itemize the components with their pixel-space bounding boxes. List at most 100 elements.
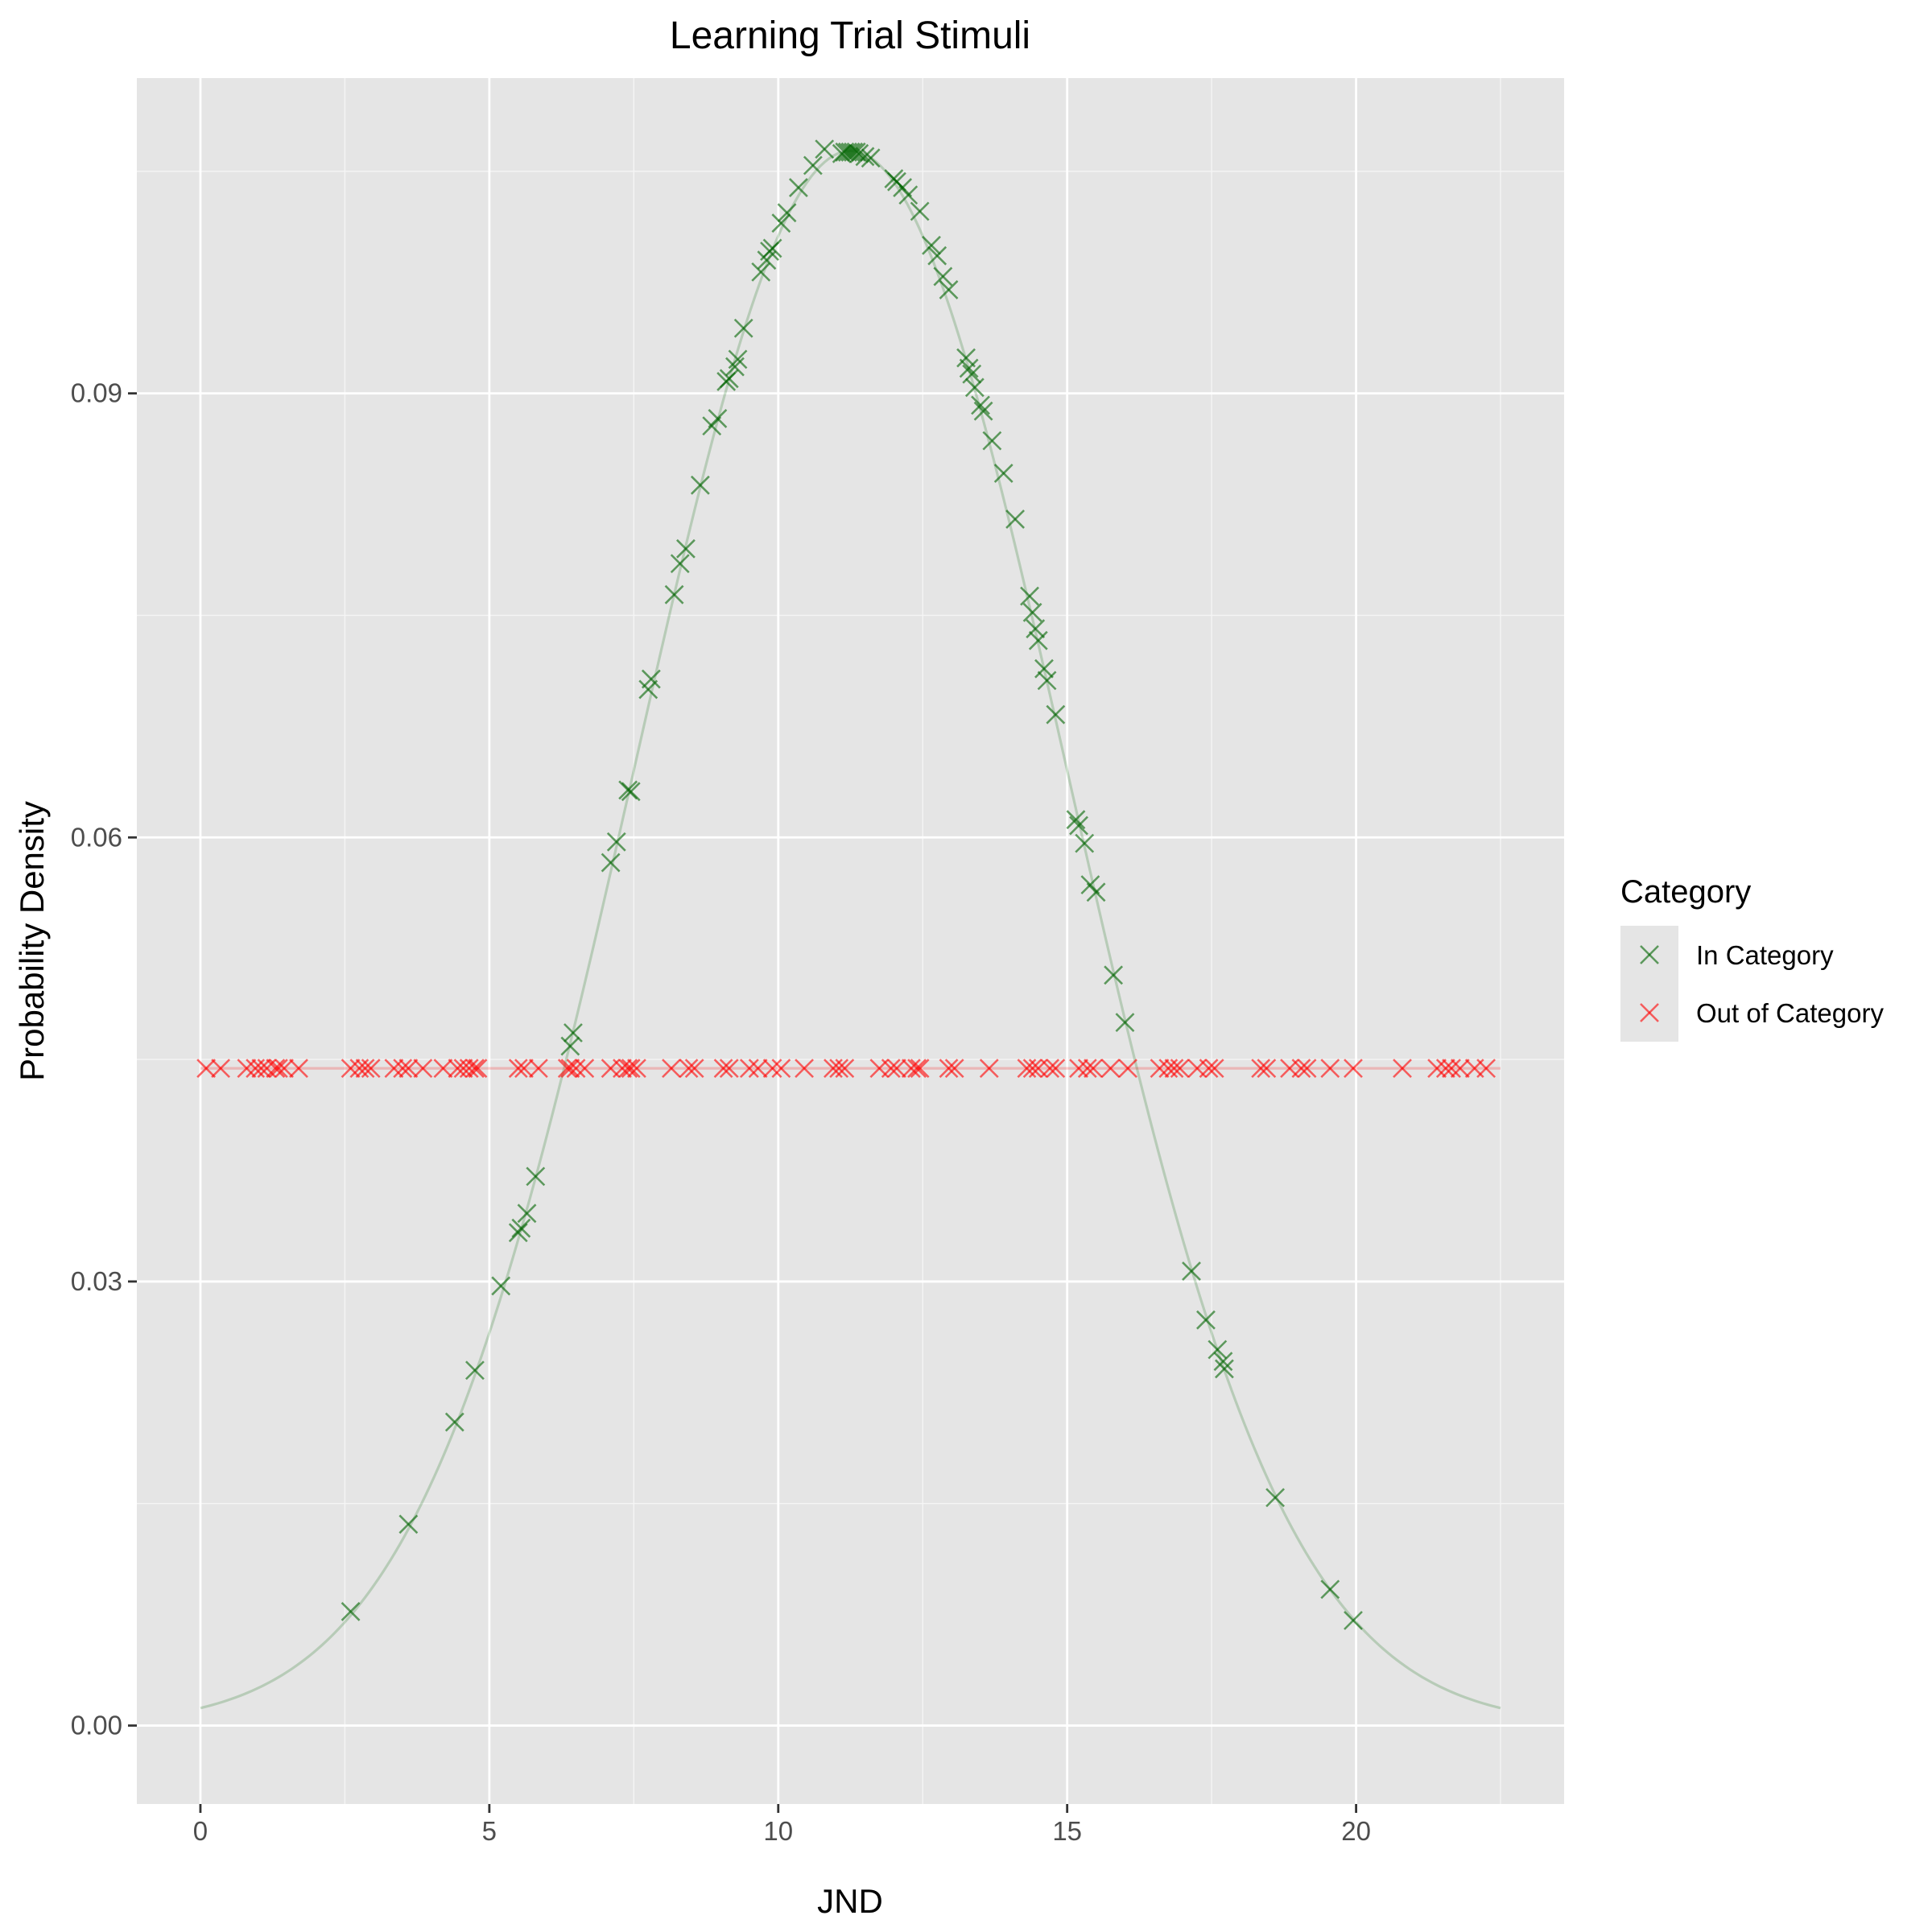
marker-stroke [1069, 815, 1088, 836]
in-category-point [1213, 1352, 1233, 1372]
marker-stroke [341, 1602, 361, 1621]
marker-stroke [1215, 1359, 1234, 1379]
in-category-point [771, 213, 791, 233]
marker-stroke [1196, 1310, 1216, 1330]
in-category-point [676, 539, 696, 559]
out-of-category-point [393, 1059, 413, 1079]
marker-stroke [459, 1059, 479, 1079]
marker-stroke [751, 262, 771, 282]
marker-stroke [251, 1059, 271, 1079]
in-category-point [491, 1276, 511, 1296]
marker-stroke [566, 1059, 586, 1079]
out-of-category-point [621, 1059, 641, 1079]
out-of-category-point [739, 1059, 759, 1079]
marker-stroke [855, 147, 875, 167]
out-of-category-point [557, 1059, 577, 1079]
in-category-point [1037, 671, 1057, 691]
marker-stroke [491, 1276, 511, 1296]
in-category-point [964, 378, 985, 398]
y-axis-title: Probability Density [13, 801, 51, 1081]
marker-stroke [893, 178, 913, 197]
in-category-point [444, 1412, 464, 1432]
out-of-category-point [508, 1059, 528, 1079]
grid [137, 78, 1564, 1804]
marker-stroke [1077, 1059, 1097, 1079]
out-of-category-point [1435, 1059, 1455, 1079]
marker-stroke [1022, 1059, 1042, 1079]
in-category-point [1182, 1261, 1201, 1281]
in-category-point [959, 358, 979, 378]
marker-stroke [560, 1036, 580, 1056]
marker-stroke [1320, 1059, 1340, 1079]
marker-stroke [1084, 1059, 1103, 1079]
out-of-category-point [361, 1059, 381, 1079]
marker-stroke [1291, 1059, 1311, 1079]
out-of-category-point [887, 1059, 906, 1079]
out-of-category-point [1046, 1059, 1066, 1079]
in-category-point [517, 1203, 537, 1224]
out-of-category-point [251, 1059, 271, 1079]
marker-stroke [959, 358, 979, 378]
in-category-point [861, 148, 881, 168]
out-of-category-point [907, 1059, 927, 1079]
marker-stroke [922, 235, 941, 255]
marker-stroke [762, 238, 782, 258]
legend-label-in-category: In Category [1696, 940, 1834, 970]
in-category-point [910, 201, 930, 221]
marker-stroke [1344, 1059, 1363, 1079]
out-of-category-point [719, 1059, 739, 1079]
marker-stroke [690, 475, 710, 495]
marker-stroke [982, 431, 1002, 451]
marker-stroke [837, 142, 857, 162]
in-category-point [840, 142, 861, 162]
marker-stroke [1208, 1340, 1228, 1360]
in-category-point [922, 235, 941, 255]
marker-stroke [398, 1059, 419, 1079]
out-of-category-point [1442, 1059, 1461, 1079]
marker-stroke [1435, 1059, 1455, 1079]
out-of-category-point [613, 1059, 632, 1079]
marker-stroke [384, 1059, 404, 1079]
marker-stroke [795, 1059, 814, 1079]
marker-stroke [1034, 658, 1054, 679]
out-of-category-point [514, 1059, 534, 1079]
marker-stroke [733, 318, 753, 338]
out-of-category-point [662, 1059, 681, 1079]
in-category-point [725, 357, 745, 377]
in-category-point [855, 147, 875, 167]
in-category-point [670, 554, 690, 574]
marker-stroke [881, 1059, 901, 1079]
marker-stroke [1344, 1611, 1363, 1630]
marker-stroke [1026, 619, 1046, 638]
marker-stroke [1080, 875, 1100, 895]
in-category-point [898, 185, 919, 205]
marker-stroke [1450, 1059, 1470, 1079]
marker-stroke [1115, 1013, 1135, 1033]
marker-stroke [956, 348, 976, 368]
marker-stroke [815, 139, 835, 159]
marker-stroke [618, 1059, 638, 1079]
axes: 0 5 10 15 20 0.00 0.03 0.06 0.09 [71, 378, 1371, 1846]
out-of-category-point [1297, 1059, 1317, 1079]
out-of-category-point [762, 1059, 782, 1079]
in-category-point [606, 832, 626, 852]
marker-stroke [939, 280, 959, 299]
out-of-category-point [1320, 1059, 1340, 1079]
out-of-category-point [626, 1059, 646, 1079]
marker-stroke [575, 1059, 595, 1079]
marker-stroke [275, 1059, 294, 1079]
y-tick-label: 0.03 [71, 1266, 122, 1296]
marker-stroke [719, 1059, 739, 1079]
marker-stroke [468, 1059, 488, 1079]
marker-stroke [1028, 630, 1048, 650]
marker-stroke [621, 1059, 641, 1079]
marker-stroke [560, 1059, 580, 1079]
plot-background [137, 78, 1564, 1804]
in-category-point [973, 401, 993, 421]
in-category-point [939, 280, 959, 299]
in-category-point [777, 203, 797, 223]
out-of-category-point [528, 1059, 548, 1079]
marker-stroke [713, 1059, 733, 1079]
marker-stroke [1640, 1003, 1659, 1022]
x-tick-label: 5 [482, 1816, 497, 1846]
